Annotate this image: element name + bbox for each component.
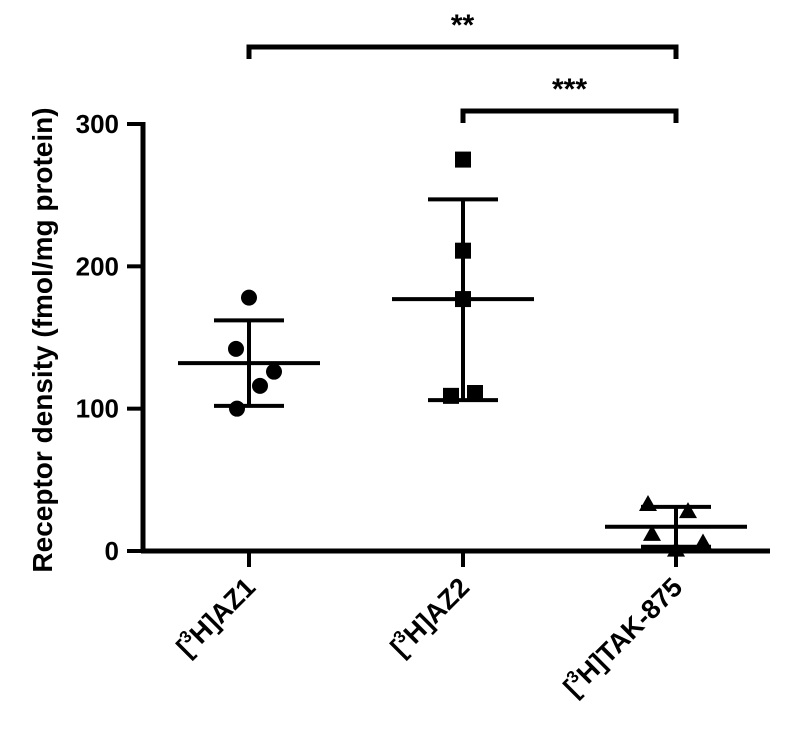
data-group-2 xyxy=(392,151,534,404)
data-group-3 xyxy=(605,495,747,557)
significance-brackets: ***** xyxy=(246,9,679,123)
y-tick-label: 0 xyxy=(105,536,119,566)
data-groups xyxy=(178,151,747,557)
data-point xyxy=(455,151,471,168)
data-point xyxy=(467,385,483,402)
y-tick-label: 200 xyxy=(76,251,119,281)
x-category-label: [3H]AZ2 xyxy=(383,571,475,663)
data-point xyxy=(694,533,712,550)
data-point xyxy=(455,291,471,308)
data-point xyxy=(228,340,244,357)
data-point xyxy=(643,524,661,541)
y-tick-label: 300 xyxy=(76,109,119,139)
category-label-text: H]AZ2 xyxy=(398,572,475,649)
bracket-line xyxy=(460,108,679,123)
data-point xyxy=(639,495,657,512)
data-point xyxy=(241,289,257,306)
data-group-1 xyxy=(178,289,320,417)
x-category-labels: [3H]AZ1 [3H]AZ2 [3H]TAK-875 xyxy=(169,571,688,703)
data-point xyxy=(252,377,268,394)
data-point xyxy=(443,387,459,404)
significance-label: *** xyxy=(552,73,587,106)
y-tick-labels: 0 100 200 300 xyxy=(76,109,119,566)
x-category-label: [3H]AZ1 xyxy=(169,571,261,663)
data-point xyxy=(266,363,282,380)
data-point xyxy=(667,540,685,557)
x-category-label: [3H]TAK-875 xyxy=(556,571,688,703)
significance-bracket-1: ** xyxy=(246,9,679,59)
category-label-text: H]AZ1 xyxy=(184,572,261,649)
data-point xyxy=(455,242,471,259)
bracket-line xyxy=(246,44,679,59)
y-axis-title: Receptor density (fmol/mg protein) xyxy=(27,107,58,572)
significance-label: ** xyxy=(451,9,475,42)
category-label-text: H]TAK-875 xyxy=(571,572,688,689)
axes xyxy=(127,122,770,567)
data-point xyxy=(229,400,245,417)
data-point xyxy=(679,502,697,519)
significance-bracket-2: *** xyxy=(460,73,679,123)
y-tick-label: 100 xyxy=(76,394,119,424)
